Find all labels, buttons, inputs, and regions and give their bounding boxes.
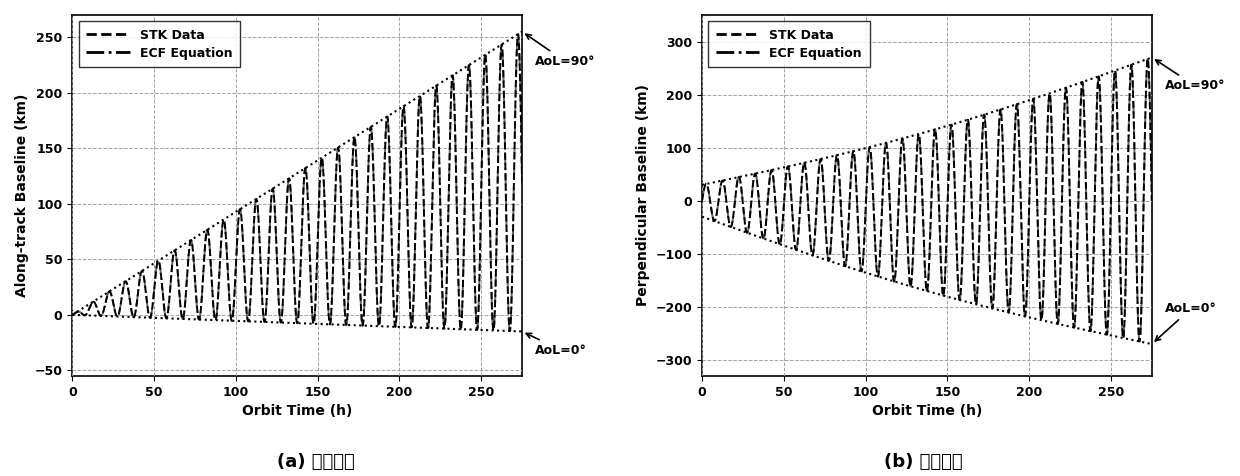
ECF Equation bbox=[351, 210, 366, 216]
ECF Equation bbox=[228, 278, 243, 284]
ECF Equation bbox=[515, 178, 529, 184]
ECF Equation bbox=[398, 141, 413, 147]
Text: AoL=0°: AoL=0° bbox=[526, 333, 587, 357]
Y-axis label: Perpendicular Baseline (km): Perpendicular Baseline (km) bbox=[636, 84, 650, 307]
ECF Equation bbox=[1145, 198, 1159, 204]
ECF Equation bbox=[981, 190, 996, 196]
STK Data bbox=[502, 328, 517, 334]
ECF Equation bbox=[331, 145, 346, 151]
Line: ECF Equation: ECF Equation bbox=[72, 34, 522, 331]
Text: AoL=0°: AoL=0° bbox=[1156, 302, 1216, 341]
Legend: STK Data, ECF Equation: STK Data, ECF Equation bbox=[78, 21, 239, 67]
ECF Equation bbox=[511, 31, 526, 37]
STK Data bbox=[64, 312, 79, 317]
STK Data bbox=[515, 178, 529, 184]
ECF Equation bbox=[64, 312, 79, 317]
Text: AoL=90°: AoL=90° bbox=[1156, 60, 1225, 92]
STK Data bbox=[423, 300, 438, 306]
X-axis label: Orbit Time (h): Orbit Time (h) bbox=[872, 404, 982, 418]
Line: ECF Equation: ECF Equation bbox=[702, 59, 1152, 341]
STK Data bbox=[1052, 297, 1066, 303]
STK Data bbox=[857, 224, 872, 230]
ECF Equation bbox=[1141, 56, 1156, 62]
STK Data bbox=[1028, 134, 1043, 139]
ECF Equation bbox=[1052, 297, 1066, 303]
Line: STK Data: STK Data bbox=[72, 34, 522, 331]
STK Data bbox=[981, 190, 996, 196]
STK Data bbox=[511, 31, 526, 37]
STK Data bbox=[717, 185, 732, 190]
Y-axis label: Along-track Baseline (km): Along-track Baseline (km) bbox=[15, 94, 29, 297]
STK Data bbox=[88, 300, 103, 306]
X-axis label: Orbit Time (h): Orbit Time (h) bbox=[242, 404, 352, 418]
ECF Equation bbox=[694, 198, 709, 204]
Legend: STK Data, ECF Equation: STK Data, ECF Equation bbox=[708, 21, 869, 67]
STK Data bbox=[694, 198, 709, 204]
ECF Equation bbox=[717, 185, 732, 190]
Text: AoL=90°: AoL=90° bbox=[526, 34, 595, 68]
Text: (b) 垂直基线: (b) 垂直基线 bbox=[884, 453, 963, 471]
ECF Equation bbox=[502, 328, 517, 334]
STK Data bbox=[331, 145, 346, 151]
STK Data bbox=[351, 210, 366, 216]
ECF Equation bbox=[857, 224, 872, 230]
STK Data bbox=[961, 118, 976, 123]
STK Data bbox=[398, 141, 413, 147]
ECF Equation bbox=[423, 300, 438, 306]
Line: STK Data: STK Data bbox=[702, 59, 1152, 341]
STK Data bbox=[228, 278, 243, 284]
ECF Equation bbox=[1028, 134, 1043, 139]
ECF Equation bbox=[1132, 338, 1147, 344]
ECF Equation bbox=[961, 118, 976, 123]
STK Data bbox=[1141, 56, 1156, 62]
Text: (a) 沿轨基线: (a) 沿轨基线 bbox=[278, 453, 355, 471]
STK Data bbox=[1145, 198, 1159, 204]
ECF Equation bbox=[88, 300, 103, 306]
STK Data bbox=[1132, 338, 1147, 344]
